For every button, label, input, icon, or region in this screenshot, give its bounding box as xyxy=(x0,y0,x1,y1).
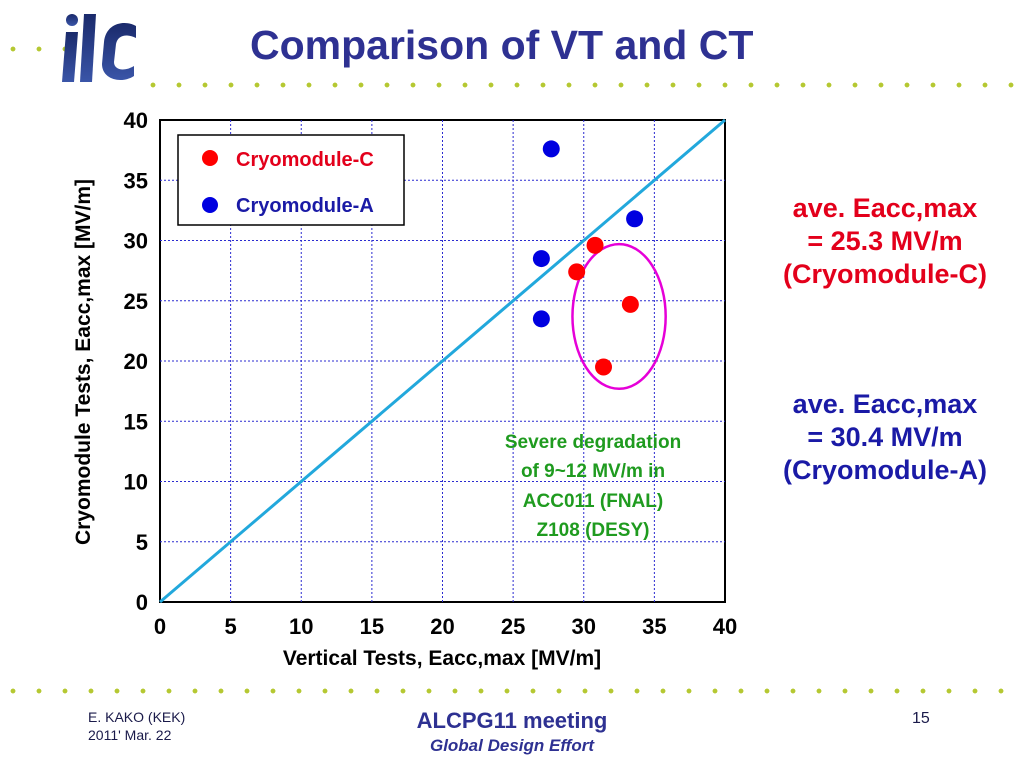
data-points xyxy=(532,140,644,376)
annotation-line-1: Severe degradation xyxy=(505,432,681,453)
legend-marker-cryomodule-a xyxy=(202,197,218,213)
y-tick-label-0: 0 xyxy=(136,590,148,615)
footer-meeting: ALCPG11 meeting xyxy=(416,708,608,733)
scatter-chart: 0 5 10 15 20 25 30 35 40 0 5 10 15 20 25 30 35 40 Cryomod… xyxy=(72,108,738,670)
point-cryomodule-a-2 xyxy=(626,210,644,228)
reference-line-y-equals-x xyxy=(159,118,726,604)
x-tick-label-15: 15 xyxy=(360,614,384,639)
x-tick-label-5: 5 xyxy=(225,614,237,639)
y-tick-label-25: 25 xyxy=(124,289,148,314)
bottom-dot-row xyxy=(0,688,1024,694)
degradation-highlight-ellipse xyxy=(571,242,667,390)
slide-title: Comparison of VT and CT xyxy=(250,22,754,68)
point-cryomodule-a-3 xyxy=(532,250,550,268)
footer-organization: Global Design Effort xyxy=(429,736,595,755)
point-cryomodule-c-3 xyxy=(621,295,639,313)
y-tick-label-10: 10 xyxy=(124,470,148,495)
point-cryomodule-a-4 xyxy=(532,310,550,328)
annotation-line-2: of 9~12 MV/m in xyxy=(521,461,665,482)
top-dot-row-left xyxy=(0,46,70,52)
annotation-line-3: ACC011 (FNAL) xyxy=(523,491,663,512)
footer-date: 2011' Mar. 22 xyxy=(88,727,172,743)
footer-author: E. KAKO (KEK) xyxy=(88,709,186,725)
footer-center-block: ALCPG11 meeting Global Design Effort xyxy=(362,708,662,756)
point-cryomodule-c-4 xyxy=(595,358,613,376)
point-cryomodule-c-2 xyxy=(586,236,604,254)
top-dot-row xyxy=(140,82,1024,88)
y-tick-label-35: 35 xyxy=(124,168,148,193)
annotation-line-4: Z108 (DESY) xyxy=(537,520,650,541)
note-a-line-1: ave. Eacc,max xyxy=(792,389,978,419)
x-axis-label: Vertical Tests, Eacc,max [MV/m] xyxy=(283,647,601,670)
point-cryomodule-a-1 xyxy=(542,140,560,158)
x-tick-label-40: 40 xyxy=(713,614,737,639)
note-cryomodule-a-average: ave. Eacc,max = 30.4 MV/m (Cryomodule-A) xyxy=(750,388,1020,487)
y-axis-label: Cryomodule Tests, Eacc,max [MV/m] xyxy=(72,179,95,545)
x-tick-label-30: 30 xyxy=(572,614,596,639)
x-tick-label-25: 25 xyxy=(501,614,525,639)
degradation-annotation: Severe degradation of 9~12 MV/m in ACC01… xyxy=(505,432,681,541)
tick-labels: 0 5 10 15 20 25 30 35 40 0 5 10 15 20 25 30 35 40 xyxy=(124,108,738,639)
footer-author-block: E. KAKO (KEK) 2011' Mar. 22 xyxy=(88,708,185,744)
x-tick-label-0: 0 xyxy=(154,614,166,639)
note-cryomodule-c-average: ave. Eacc,max = 25.3 MV/m (Cryomodule-C) xyxy=(750,192,1020,291)
note-a-line-2: = 30.4 MV/m xyxy=(807,422,963,452)
y-tick-label-40: 40 xyxy=(124,108,148,133)
y-tick-label-15: 15 xyxy=(124,409,148,434)
x-tick-label-20: 20 xyxy=(430,614,454,639)
page-number: 15 xyxy=(912,710,930,727)
y-tick-label-30: 30 xyxy=(124,229,148,254)
y-tick-label-20: 20 xyxy=(124,349,148,374)
legend-marker-cryomodule-c xyxy=(202,150,218,166)
point-cryomodule-c-1 xyxy=(568,263,586,281)
y-tick-label-5: 5 xyxy=(136,530,148,555)
note-c-line-3: (Cryomodule-C) xyxy=(783,259,987,289)
note-c-line-2: = 25.3 MV/m xyxy=(807,226,963,256)
legend: Cryomodule-C Cryomodule-A xyxy=(177,134,405,226)
note-a-line-3: (Cryomodule-A) xyxy=(783,455,987,485)
x-tick-label-10: 10 xyxy=(289,614,313,639)
x-tick-label-35: 35 xyxy=(642,614,666,639)
ilc-logo xyxy=(62,14,136,82)
legend-label-cryomodule-a: Cryomodule-A xyxy=(236,195,374,217)
note-c-line-1: ave. Eacc,max xyxy=(792,193,978,223)
legend-label-cryomodule-c: Cryomodule-C xyxy=(236,149,374,171)
